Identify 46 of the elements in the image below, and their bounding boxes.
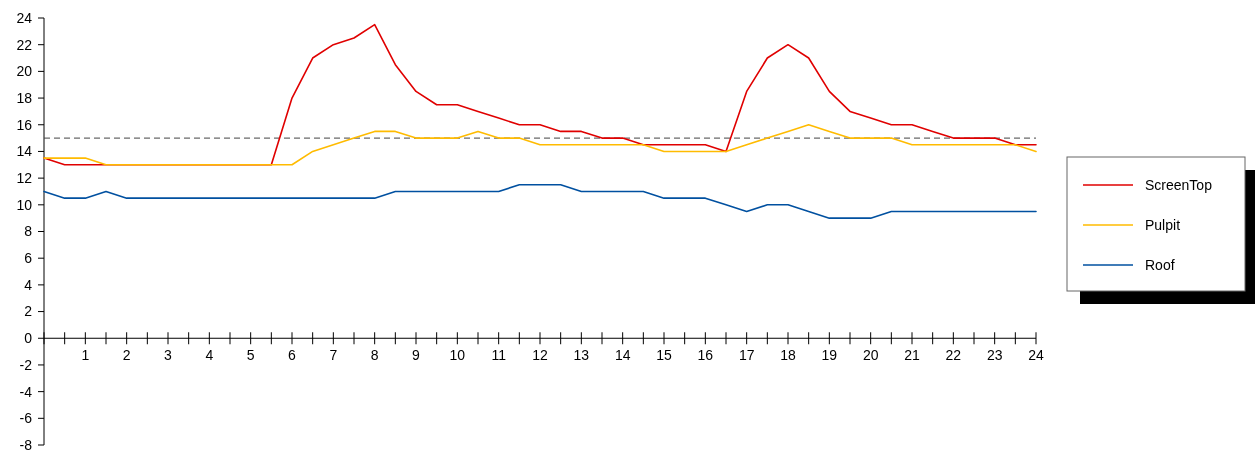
x-tick-label: 18	[780, 347, 796, 364]
x-tick-label: 23	[986, 347, 1003, 364]
y-tick-label: 2	[24, 303, 33, 320]
x-tick-label: 10	[449, 347, 466, 364]
x-tick-label: 7	[329, 347, 338, 364]
x-tick-label: 15	[656, 347, 672, 364]
x-tick-label: 5	[246, 347, 255, 364]
x-tick-label: 8	[370, 347, 379, 364]
legend-label: ScreenTop	[1145, 176, 1213, 193]
x-tick-label: 19	[821, 347, 838, 364]
y-tick-label: 8	[24, 223, 33, 240]
y-tick-label: 4	[24, 276, 33, 293]
y-tick-label: 24	[16, 9, 33, 26]
x-tick-label: 17	[738, 347, 755, 364]
y-tick-label: -2	[19, 356, 33, 373]
y-tick-label: -8	[19, 436, 33, 450]
y-tick-label: 12	[16, 170, 33, 187]
x-tick-label: 20	[862, 347, 879, 364]
x-tick-label: 13	[573, 347, 590, 364]
y-tick-label: 22	[16, 36, 33, 53]
x-tick-label: 22	[945, 347, 962, 364]
y-tick-label: 20	[16, 63, 33, 80]
y-tick-label: 18	[16, 89, 33, 106]
x-tick-label: 14	[614, 347, 631, 364]
line-series	[43, 123, 1037, 166]
x-tick-label: 6	[288, 347, 297, 364]
x-tick-label: 24	[1028, 347, 1044, 364]
legend-label: Roof	[1145, 256, 1175, 273]
y-tick-label: 0	[24, 330, 33, 347]
y-tick-label: 14	[16, 143, 33, 160]
y-tick-label: -4	[19, 383, 33, 400]
y-tick-label: -6	[19, 410, 33, 427]
x-tick-label: 21	[904, 347, 920, 364]
x-tick-label: 4	[205, 347, 214, 364]
x-tick-label: 1	[81, 347, 90, 364]
x-tick-label: 2	[122, 347, 131, 364]
x-tick-label: 12	[532, 347, 548, 364]
x-tick-label: 3	[164, 347, 173, 364]
y-tick-label: 10	[16, 196, 33, 213]
x-tick-label: 9	[412, 347, 421, 364]
line-series	[43, 184, 1037, 219]
y-tick-label: 16	[16, 116, 33, 133]
x-tick-label: 16	[697, 347, 714, 364]
x-tick-label: 11	[491, 347, 507, 364]
y-tick-label: 6	[24, 250, 33, 267]
legend-label: Pulpit	[1145, 216, 1181, 233]
